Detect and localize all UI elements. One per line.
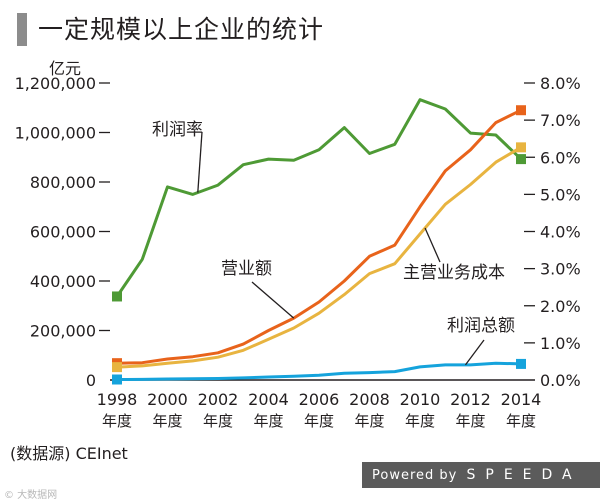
- left-tick-label: 200,000: [30, 322, 96, 341]
- left-tick-label: 1,200,000: [15, 74, 96, 93]
- data-source: (数据源) CEInet: [10, 444, 128, 463]
- annotation-leader: [197, 131, 203, 193]
- right-tick-label: 4.0%: [540, 223, 581, 242]
- right-tick-label: 5.0%: [540, 185, 581, 204]
- left-tick-label: 400,000: [30, 272, 96, 291]
- annotation-label: 营业额: [221, 259, 272, 279]
- series-end-marker: [112, 291, 122, 302]
- x-tick-label: 2010: [400, 390, 441, 409]
- x-tick-label: 2008: [349, 390, 390, 409]
- x-tick-sublabel: 年度: [102, 412, 132, 430]
- right-tick-label: 8.0%: [540, 74, 581, 93]
- x-tick-sublabel: 年度: [405, 412, 435, 430]
- powered-by-banner: Powered by SPEEDA: [362, 462, 600, 488]
- chart-title: 一定规模以上企业的统计: [38, 15, 325, 44]
- x-tick-sublabel: 年度: [152, 412, 182, 430]
- right-tick-label: 3.0%: [540, 260, 581, 279]
- series-end-marker: [112, 362, 122, 373]
- series-line: [115, 145, 523, 369]
- annotation-leader: [251, 281, 295, 319]
- series-line: [115, 98, 523, 298]
- right-tick-label: 7.0%: [540, 111, 581, 130]
- series-end-marker: [112, 374, 122, 385]
- series-end-marker: [516, 142, 526, 153]
- left-tick-label: 800,000: [30, 173, 96, 192]
- right-tick-label: 6.0%: [540, 148, 581, 167]
- x-tick-sublabel: 年度: [203, 412, 233, 430]
- annotation-label: 主营业务成本: [403, 263, 505, 283]
- series-end-marker: [516, 105, 526, 116]
- right-tick-label: 0.0%: [540, 371, 581, 390]
- left-tick-label: 600,000: [30, 223, 96, 242]
- powered-by-text: Powered by: [372, 468, 458, 483]
- x-tick-sublabel: 年度: [304, 412, 334, 430]
- speeda-brand: SPEEDA: [466, 467, 582, 483]
- x-tick-sublabel: 年度: [253, 412, 283, 430]
- series-end-marker: [516, 358, 526, 369]
- x-tick-label: 2012: [450, 390, 491, 409]
- annotation-leader: [424, 227, 441, 263]
- x-tick-sublabel: 年度: [455, 412, 485, 430]
- watermark: © 大数据网: [4, 490, 58, 501]
- x-tick-label: 1998: [97, 390, 138, 409]
- annotation-label: 利润率: [152, 120, 203, 140]
- left-axis-unit: 亿元: [49, 59, 82, 78]
- x-tick-label: 2006: [299, 390, 340, 409]
- title-accent-bar: [17, 13, 27, 46]
- x-tick-sublabel: 年度: [506, 412, 536, 430]
- x-tick-label: 2000: [147, 390, 188, 409]
- right-tick-label: 2.0%: [540, 297, 581, 316]
- series-end-marker: [516, 154, 526, 165]
- x-tick-sublabel: 年度: [354, 412, 384, 430]
- left-tick-label: 1,000,000: [15, 124, 96, 143]
- annotation-label: 利润总额: [447, 316, 515, 336]
- left-tick-label: 0: [86, 371, 96, 390]
- x-tick-label: 2004: [248, 390, 289, 409]
- series-line: [115, 361, 523, 381]
- right-tick-label: 1.0%: [540, 334, 581, 353]
- x-tick-label: 2014: [501, 390, 542, 409]
- annotation-leader: [464, 339, 485, 366]
- series-line: [115, 108, 523, 365]
- x-tick-label: 2002: [198, 390, 239, 409]
